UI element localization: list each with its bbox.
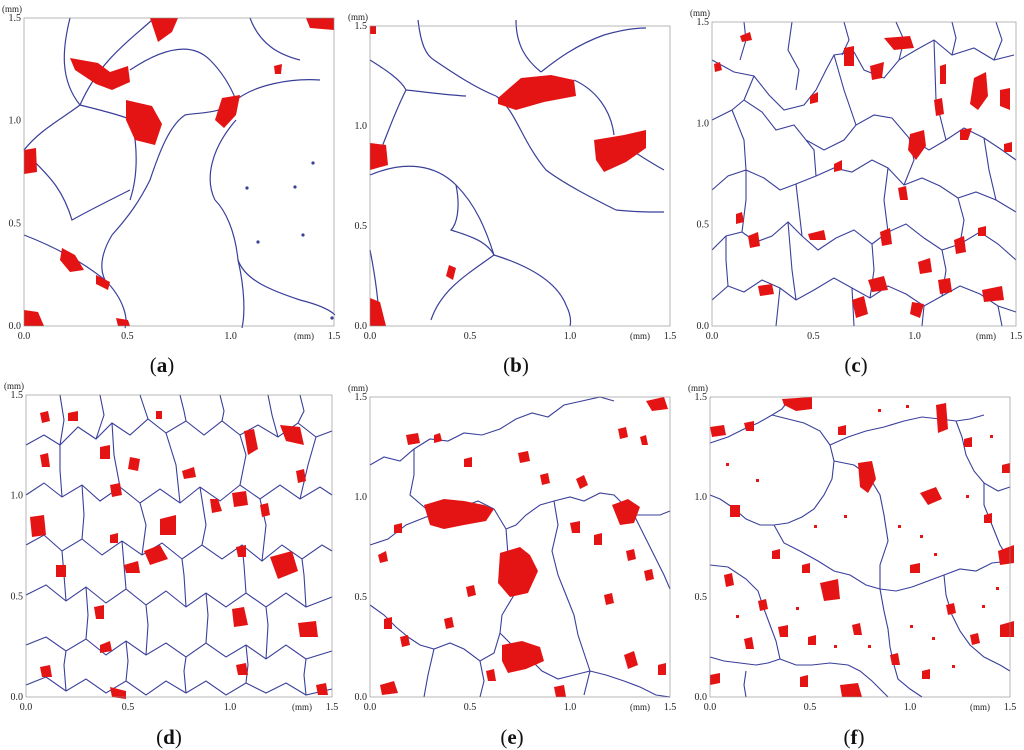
panel-e: 0.0 0.5 1.0 1.5 0.0 0.5 1.0 1.5 (mm) (mm)	[344, 375, 686, 750]
x-tick-label: 1.0	[564, 702, 577, 713]
x-tick-label: 1.5	[328, 331, 341, 342]
y-tick-label: 1.0	[355, 121, 368, 132]
y-tick-label: 1.5	[697, 17, 710, 28]
y-tick-label: 1.5	[9, 13, 22, 24]
x-tick-label: 1.0	[224, 331, 237, 342]
panel-f-plot: 0.0 0.5 1.0 1.50.00.51.01.5(mm)(mm)	[688, 383, 1017, 713]
x-tick-label: 0.5	[464, 702, 477, 713]
x-tick-label: 0.5	[122, 702, 135, 713]
x-tick-label: 0.0	[20, 702, 33, 713]
x-tick-label: 1.5	[1010, 331, 1023, 342]
x-tick-label: 0.0	[706, 331, 719, 342]
grain-dots	[245, 161, 334, 320]
grain-boundaries	[711, 21, 1017, 327]
y-tick-label: 1.5	[695, 392, 708, 403]
y-tick-label: 1.5	[355, 21, 368, 32]
panel-d-plot: 0.0 0.5 1.0 1.50.00.51.01.5(mm)(mm)	[4, 381, 339, 713]
x-tick-label: 0.0	[704, 702, 717, 713]
y-tick-label: 1.0	[355, 492, 368, 503]
panel-c-caption: (c)	[844, 353, 868, 377]
grain-boundaries	[709, 400, 1011, 698]
phase-regions	[30, 411, 328, 699]
y-unit-label: (mm)	[4, 381, 24, 391]
x-tick-label: 1.0	[224, 702, 237, 713]
phase-regions	[370, 26, 646, 326]
panel-c: 0.0 0.5 1.0 1.5 0.0 0.5 1.0 1.5 (mm) (mm)	[684, 0, 1024, 380]
phase-specks	[726, 405, 999, 668]
phase-regions	[24, 18, 334, 326]
panel-c-plot: 0.0 0.5 1.0 1.50.00.51.01.5(mm)(mm)	[690, 8, 1023, 342]
panel-a: 0.0 0.5 1.0 1.5 0.0 0.5 1.0 1.5 (mm) (mm)	[0, 0, 345, 380]
y-unit-label: (mm)	[2, 4, 22, 14]
y-tick-label: 1.5	[355, 392, 368, 403]
y-tick-label: 0.0	[697, 321, 710, 332]
phase-regions	[714, 32, 1012, 318]
y-unit-label: (mm)	[688, 383, 708, 393]
x-unit-label: (mm)	[976, 331, 996, 341]
panel-e-plot: 0.0 0.5 1.0 1.50.00.51.01.5(mm)(mm)	[348, 383, 677, 713]
y-tick-label: 0.0	[355, 321, 368, 332]
phase-regions	[378, 397, 668, 697]
panel-f: 0.0 0.5 1.0 1.5 0.0 0.5 1.0 1.5 (mm) (mm)	[684, 375, 1024, 750]
panel-d: 0.0 0.5 1.0 1.5 0.0 0.5 1.0 1.5 (mm) (mm)	[0, 375, 345, 750]
x-unit-label: (mm)	[292, 702, 312, 712]
x-unit-label: (mm)	[294, 331, 314, 341]
y-tick-label: 0.0	[695, 692, 708, 703]
x-unit-label: (mm)	[970, 702, 990, 712]
x-tick-label: 1.5	[664, 702, 677, 713]
x-tick-label: 0.5	[807, 331, 820, 342]
y-tick-label: 1.5	[11, 390, 24, 401]
y-tick-label: 0.0	[11, 692, 24, 703]
y-tick-label: 0.5	[695, 592, 708, 603]
y-unit-label: (mm)	[690, 8, 710, 18]
y-tick-label: 1.0	[695, 492, 708, 503]
x-tick-label: 0.0	[364, 331, 377, 342]
panel-f-caption: (f)	[843, 725, 865, 749]
panel-b-caption: (b)	[503, 353, 529, 377]
y-unit-label: (mm)	[348, 12, 368, 22]
y-unit-label: (mm)	[348, 383, 368, 393]
x-tick-label: 1.0	[908, 331, 921, 342]
y-tick-label: 1.0	[11, 491, 24, 502]
x-tick-label: 1.0	[904, 702, 917, 713]
panel-b: 0.0 0.5 1.0 1.5 0.0 0.5 1.0 1.5 (mm) (mm)	[346, 0, 686, 380]
x-unit-label: (mm)	[630, 702, 650, 712]
x-tick-label: 0.5	[464, 331, 477, 342]
panel-a-plot: 0.0 0.5 1.0 1.50.00.51.01.5(mm)(mm)	[2, 4, 341, 342]
phase-regions	[710, 397, 1014, 697]
x-tick-label: 1.5	[1004, 702, 1017, 713]
y-tick-label: 0.0	[9, 321, 22, 332]
y-tick-label: 0.0	[355, 692, 368, 703]
x-unit-label: (mm)	[630, 331, 650, 341]
y-tick-label: 0.5	[697, 220, 710, 231]
y-tick-label: 0.5	[9, 218, 22, 229]
panel-d-caption: (d)	[156, 725, 182, 749]
x-tick-label: 0.5	[121, 331, 134, 342]
y-tick-label: 0.5	[355, 221, 368, 232]
y-tick-label: 1.0	[9, 116, 22, 127]
panel-a-caption: (a)	[149, 353, 175, 377]
x-tick-label: 0.0	[364, 702, 377, 713]
grain-boundaries	[23, 17, 336, 329]
grain-boundaries	[369, 19, 665, 327]
x-tick-label: 1.5	[664, 331, 677, 342]
y-tick-label: 0.5	[355, 592, 368, 603]
x-tick-label: 0.0	[18, 331, 31, 342]
x-tick-label: 1.5	[326, 702, 339, 713]
panel-b-plot: 0.0 0.5 1.0 1.50.00.51.01.5(mm)(mm)	[348, 12, 677, 342]
y-tick-label: 1.0	[697, 118, 710, 129]
x-tick-label: 0.5	[804, 702, 817, 713]
panel-e-caption: (e)	[500, 725, 524, 749]
x-tick-label: 1.0	[564, 331, 577, 342]
y-tick-label: 0.5	[11, 591, 24, 602]
